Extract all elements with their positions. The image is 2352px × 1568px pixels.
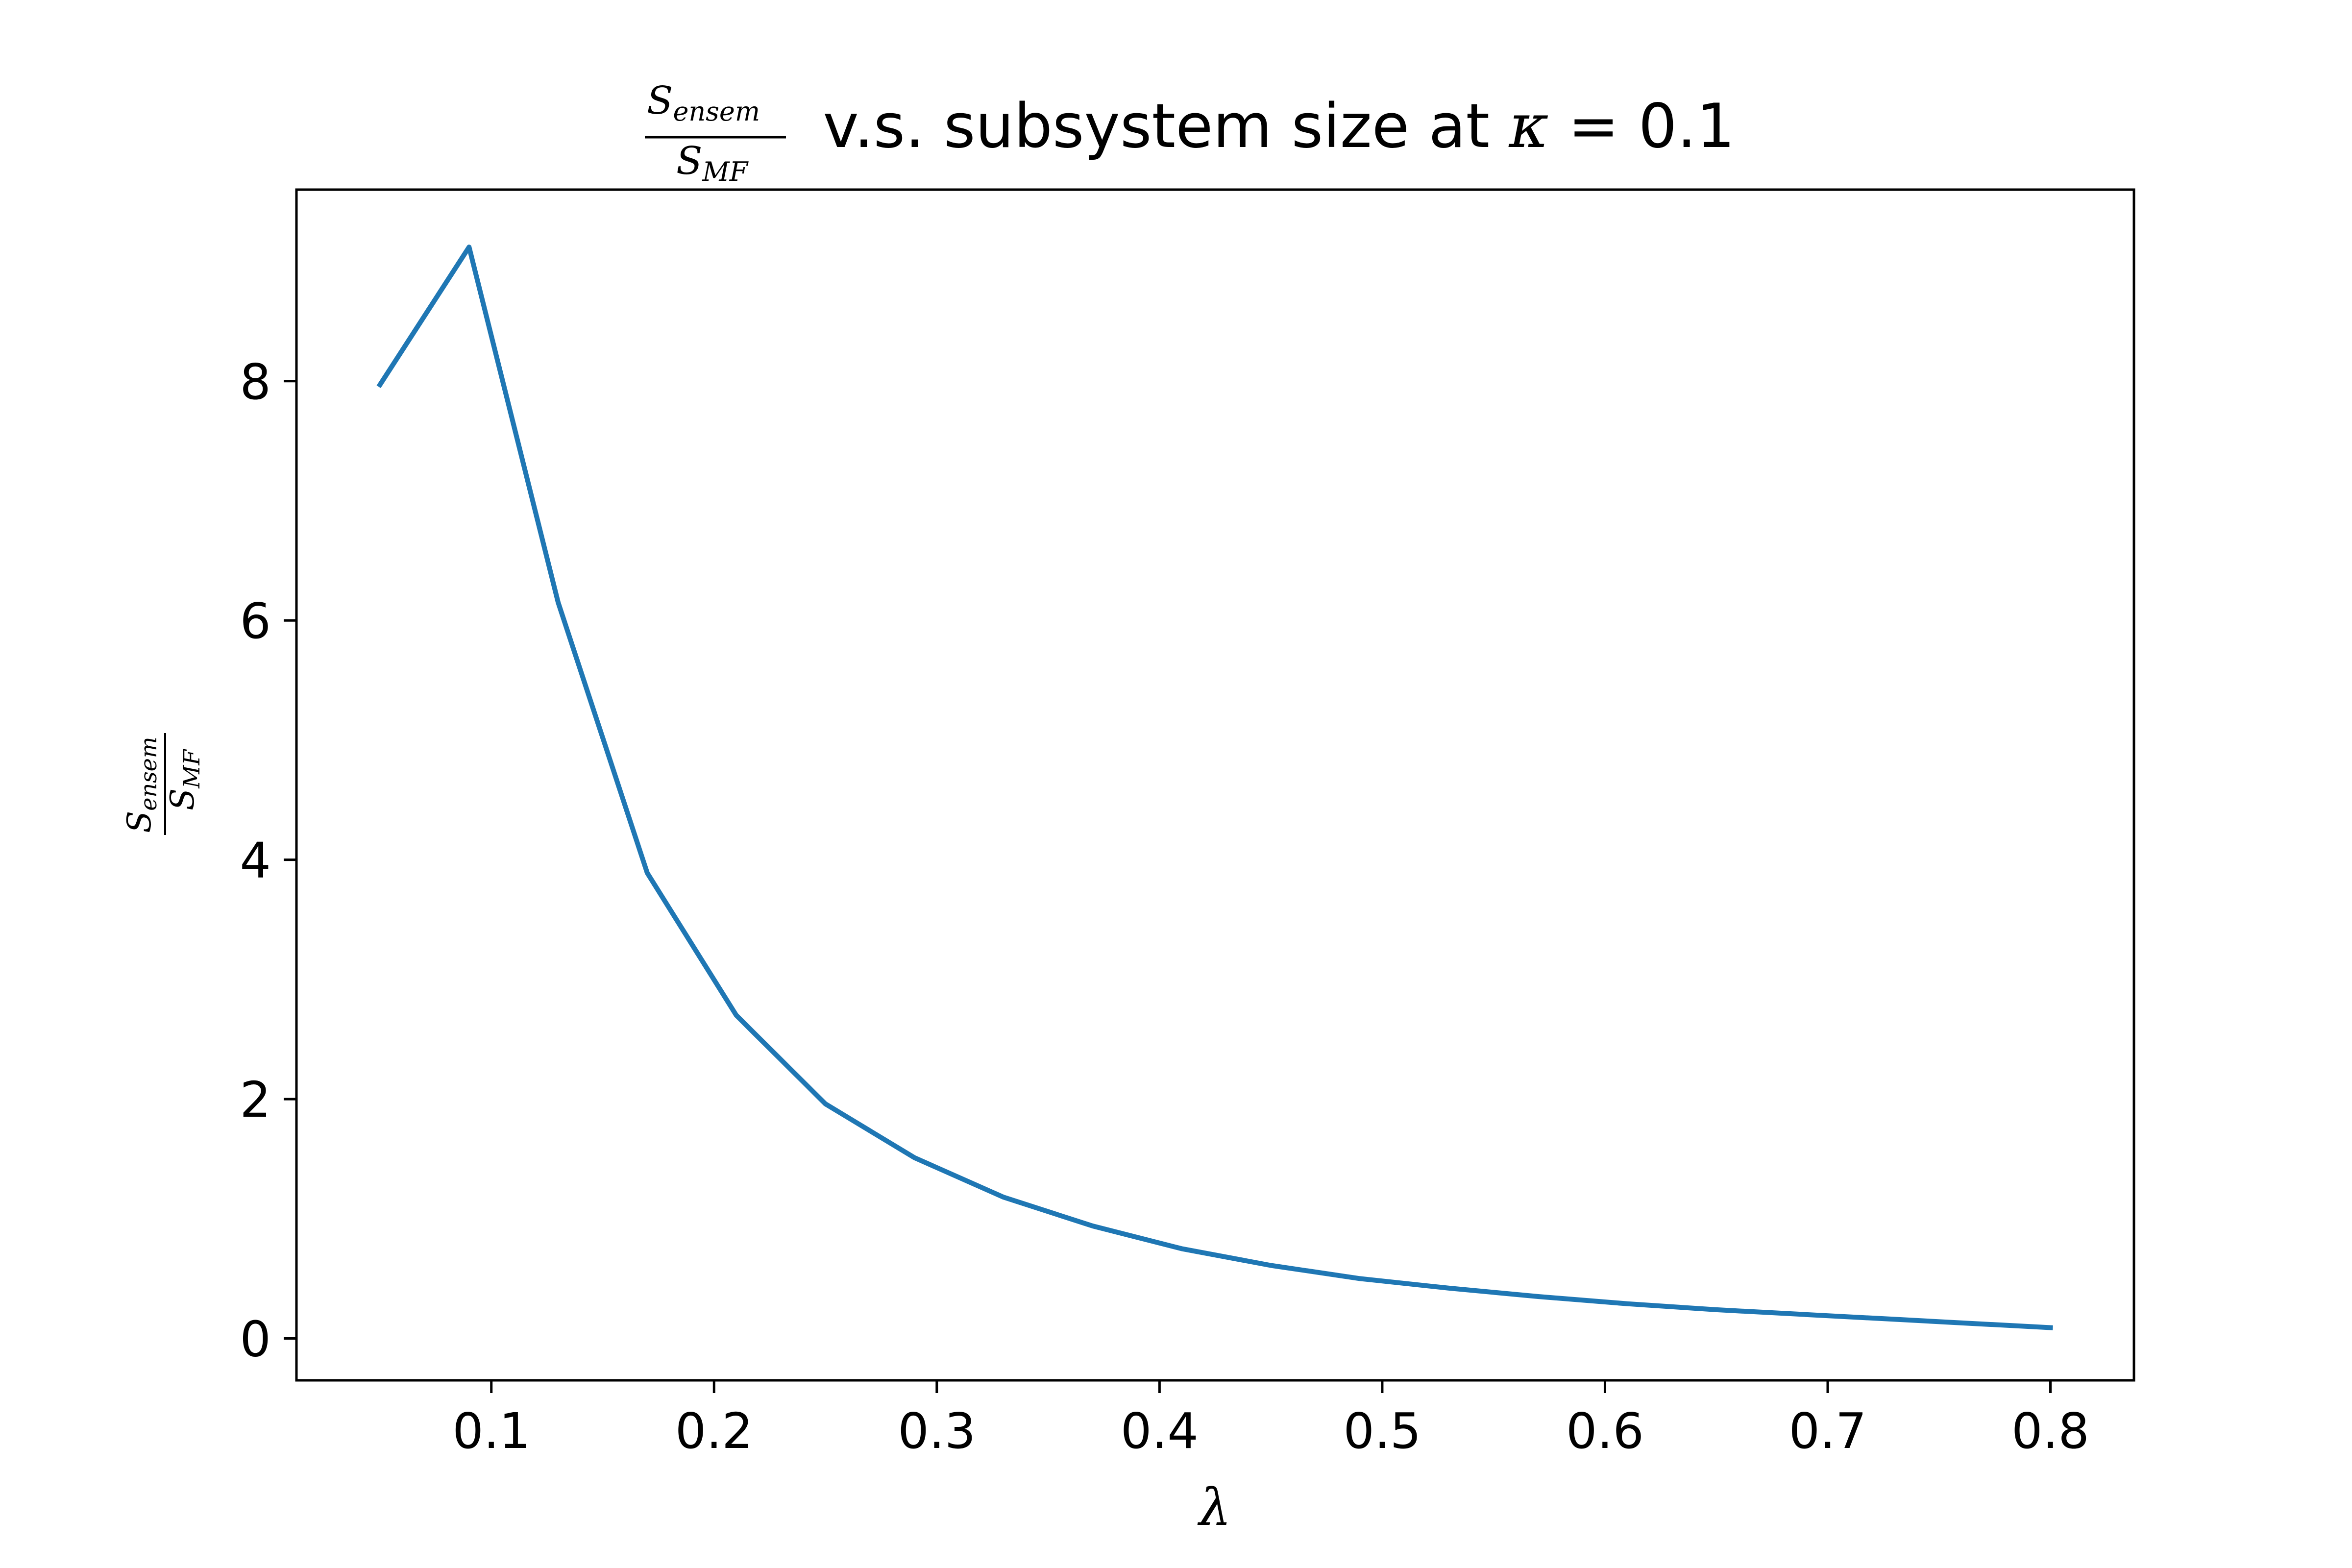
y-tick-label: 2	[240, 1071, 271, 1128]
x-tick-label: 0.7	[1788, 1402, 1866, 1460]
x-tick-label: 0.8	[2011, 1402, 2089, 1460]
y-tick-label: 0	[240, 1311, 271, 1368]
x-tick-label: 0.3	[898, 1402, 976, 1460]
x-tick-label: 0.2	[675, 1402, 753, 1460]
x-tick-label: 0.1	[452, 1402, 530, 1460]
y-tick-label: 4	[240, 832, 271, 889]
series-line	[376, 245, 2053, 1330]
y-axis-label: Sensem SMF	[121, 733, 205, 835]
x-ticks: 0.1 0.2 0.3 0.4 0.5 0.6 0.7 0.8	[452, 1380, 2089, 1460]
x-axis-label: λ	[1197, 1477, 1231, 1537]
y-tick-label: 8	[240, 353, 271, 411]
axes-frame	[295, 188, 2135, 1382]
title-fraction-numerator: Sensem	[647, 79, 760, 127]
title-fraction-denominator: SMF	[676, 139, 749, 187]
y-tick-label: 6	[240, 592, 271, 650]
y-label-denominator: SMF	[164, 749, 205, 810]
y-label-numerator: Sensem	[121, 736, 162, 833]
y-ticks: 0 2 4 6 8	[240, 353, 296, 1368]
title-text: v.s. subsystem size at κ = 0.1	[804, 91, 1735, 162]
x-tick-label: 0.5	[1343, 1402, 1421, 1460]
x-tick-label: 0.4	[1121, 1402, 1199, 1460]
x-tick-label: 0.6	[1566, 1402, 1644, 1460]
plot-area: 0.1 0.2 0.3 0.4 0.5 0.6 0.7 0.8 0 2 4 6 8	[240, 188, 2135, 1460]
chart-title: Sensem SMF v.s. subsystem size at κ = 0.…	[645, 79, 1735, 187]
